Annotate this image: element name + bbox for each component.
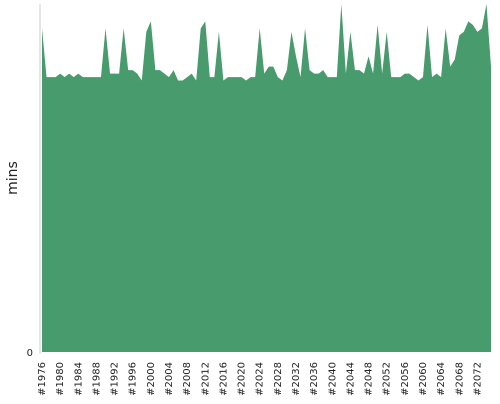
x-tick-label: #2024 [255,362,266,396]
x-tick-label: #2008 [182,362,193,396]
x-tick-label: #1992 [110,362,121,396]
x-tick-label: #1976 [37,362,48,396]
x-tick-label: #1984 [73,362,84,396]
x-tick-label: #2000 [146,362,157,396]
x-tick-label: #1980 [55,362,66,396]
x-tick-label: #2052 [382,362,393,396]
x-tick-label: #2028 [273,362,284,396]
x-tick-label: #2064 [436,362,447,396]
x-tick-label: #2032 [291,362,302,396]
x-tick-label: #2072 [472,362,483,396]
x-tick-label: #1988 [91,362,102,396]
x-tick-label: #2056 [400,362,411,396]
x-tick-label: #2044 [345,362,356,396]
x-tick-label: #2036 [309,362,320,396]
x-tick-label: #2048 [364,362,375,396]
x-tick-label: #2004 [164,362,175,396]
x-tick-label: #2020 [237,362,248,396]
x-tick-label: #2040 [327,362,338,396]
x-tick-label: #2068 [454,362,465,396]
x-tick-label: #1996 [128,362,139,396]
x-tick-label: #2016 [218,362,229,396]
x-tick-label: #2060 [418,362,429,396]
y-axis-label: mins [5,161,21,195]
area [42,4,491,352]
y-tick-label: 0 [27,348,33,359]
x-tick-label: #2012 [200,362,211,396]
